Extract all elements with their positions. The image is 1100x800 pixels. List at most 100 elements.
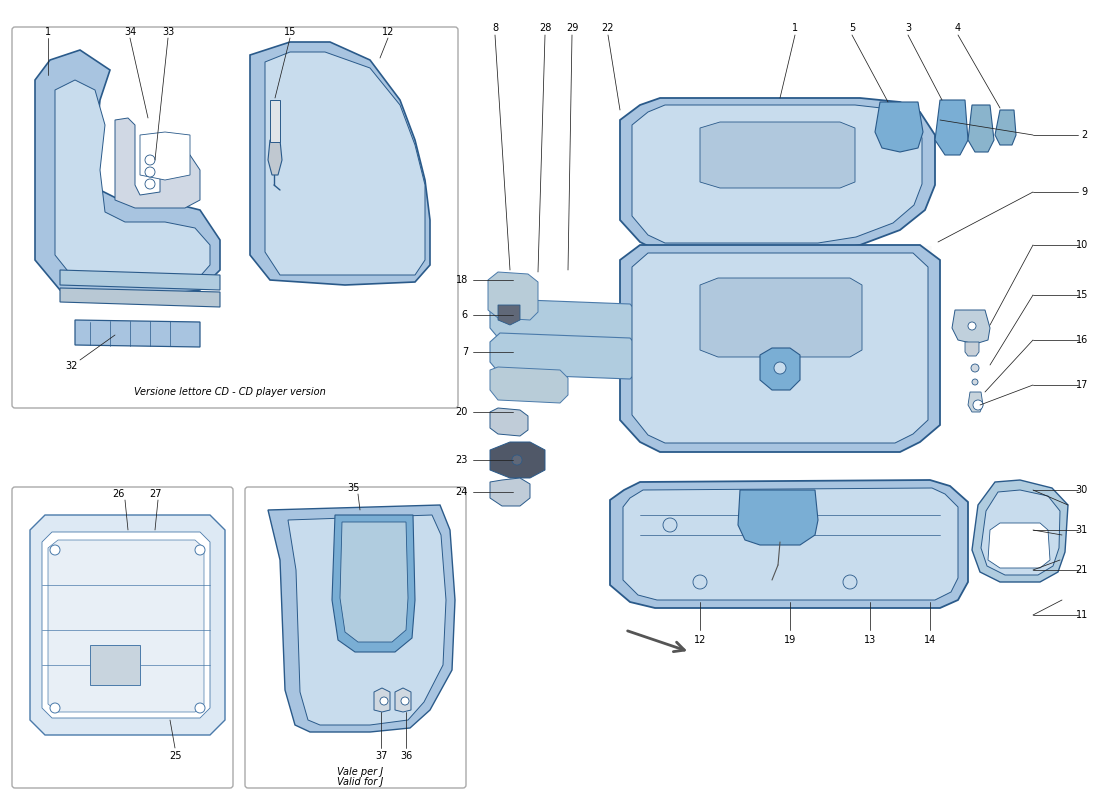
Text: 10: 10 (1076, 240, 1088, 250)
Polygon shape (35, 50, 220, 295)
Text: 15: 15 (284, 27, 296, 37)
Polygon shape (42, 532, 210, 718)
Text: 36: 36 (400, 751, 412, 761)
Polygon shape (738, 490, 818, 545)
Polygon shape (55, 80, 210, 282)
Polygon shape (988, 523, 1050, 568)
Circle shape (145, 167, 155, 177)
Text: 2: 2 (1081, 130, 1088, 140)
Text: 32: 32 (66, 361, 78, 371)
Polygon shape (623, 488, 958, 600)
Text: Valid for J: Valid for J (337, 777, 383, 787)
FancyBboxPatch shape (245, 487, 466, 788)
Circle shape (50, 545, 60, 555)
Circle shape (974, 400, 983, 410)
Text: 21: 21 (1076, 565, 1088, 575)
Polygon shape (498, 305, 520, 325)
Circle shape (512, 455, 522, 465)
Text: 6: 6 (462, 310, 468, 320)
Circle shape (971, 364, 979, 372)
Polygon shape (981, 490, 1060, 575)
Polygon shape (268, 505, 455, 732)
Polygon shape (340, 522, 408, 642)
Text: 37: 37 (375, 751, 387, 761)
Text: 11: 11 (1076, 610, 1088, 620)
Circle shape (195, 703, 205, 713)
Text: a passion for parts: a passion for parts (679, 330, 942, 410)
Polygon shape (60, 288, 220, 307)
Text: 1: 1 (45, 27, 51, 37)
Text: 🐴: 🐴 (862, 239, 937, 361)
Polygon shape (140, 132, 190, 180)
Circle shape (402, 697, 409, 705)
Text: 28: 28 (539, 23, 551, 33)
Polygon shape (488, 272, 538, 320)
Text: 33: 33 (162, 27, 174, 37)
Polygon shape (968, 392, 983, 412)
Polygon shape (48, 540, 204, 712)
Text: Vale per J: Vale per J (337, 767, 383, 777)
Text: 23: 23 (455, 455, 468, 465)
Polygon shape (374, 688, 390, 712)
Polygon shape (610, 480, 968, 608)
Text: 24: 24 (455, 487, 468, 497)
Text: 14: 14 (924, 635, 936, 645)
Text: 35: 35 (346, 483, 360, 493)
Text: 26: 26 (112, 489, 124, 499)
Polygon shape (75, 320, 200, 347)
Circle shape (693, 575, 707, 589)
Polygon shape (60, 270, 220, 290)
Polygon shape (490, 333, 640, 379)
Circle shape (145, 155, 155, 165)
Polygon shape (760, 348, 800, 390)
Text: since 1985: since 1985 (752, 374, 868, 416)
Text: 30: 30 (1076, 485, 1088, 495)
Polygon shape (965, 342, 979, 356)
Text: 8: 8 (492, 23, 498, 33)
Text: 18: 18 (455, 275, 468, 285)
Polygon shape (632, 253, 928, 443)
Text: 34: 34 (124, 27, 136, 37)
Text: 22: 22 (602, 23, 614, 33)
Text: 29: 29 (565, 23, 579, 33)
Polygon shape (935, 100, 968, 155)
Polygon shape (490, 442, 544, 478)
Text: 25: 25 (168, 751, 182, 761)
Polygon shape (952, 310, 990, 344)
Circle shape (972, 379, 978, 385)
Polygon shape (490, 408, 528, 436)
Polygon shape (972, 480, 1068, 582)
Polygon shape (30, 515, 225, 735)
Polygon shape (874, 102, 923, 152)
Polygon shape (250, 42, 430, 285)
Text: 19: 19 (784, 635, 796, 645)
Text: 4: 4 (955, 23, 961, 33)
FancyBboxPatch shape (12, 27, 458, 408)
Polygon shape (968, 105, 994, 152)
Polygon shape (270, 100, 280, 142)
Circle shape (843, 575, 857, 589)
Polygon shape (116, 118, 200, 208)
Circle shape (663, 518, 676, 532)
Text: 3: 3 (905, 23, 911, 33)
Circle shape (145, 179, 155, 189)
Text: 17: 17 (1076, 380, 1088, 390)
Text: 27: 27 (148, 489, 162, 499)
Text: 15: 15 (1076, 290, 1088, 300)
Text: 12: 12 (694, 635, 706, 645)
Circle shape (968, 322, 976, 330)
Text: Versione lettore CD - CD player version: Versione lettore CD - CD player version (134, 387, 326, 397)
Polygon shape (268, 140, 282, 175)
Polygon shape (332, 515, 415, 652)
Polygon shape (700, 278, 862, 357)
Circle shape (195, 545, 205, 555)
Text: 9: 9 (1082, 187, 1088, 197)
Text: 31: 31 (1076, 525, 1088, 535)
Text: 13: 13 (864, 635, 876, 645)
Text: 12: 12 (382, 27, 394, 37)
Text: 5: 5 (849, 23, 855, 33)
Polygon shape (632, 105, 922, 243)
Polygon shape (490, 299, 640, 345)
Text: 7: 7 (462, 347, 468, 357)
Polygon shape (620, 245, 940, 452)
